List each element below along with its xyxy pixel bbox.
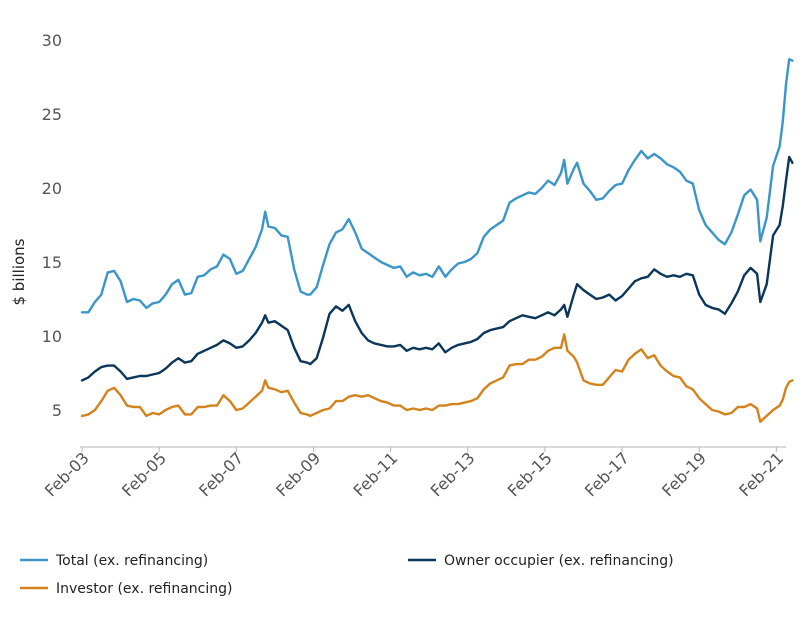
series-line-1 — [80, 155, 794, 382]
series-line-2 — [80, 333, 794, 423]
y-tick-label: 15 — [42, 253, 62, 272]
x-tick-label: Feb-13 — [427, 448, 479, 500]
legend-label: Owner occupier (ex. refinancing) — [444, 553, 674, 569]
x-axis-ticks: Feb-03 Feb-05 Feb-07 Feb-09 Feb-11 Feb-13 Feb-… — [41, 447, 787, 500]
y-tick-label: 20 — [42, 179, 62, 198]
legend-label: Investor (ex. refinancing) — [56, 581, 232, 597]
series-lines — [80, 58, 794, 423]
x-tick-label: Feb-03 — [41, 448, 93, 500]
x-tick-label: Feb-21 — [735, 448, 787, 500]
x-tick-label: Feb-15 — [504, 448, 556, 500]
x-tick-label: Feb-05 — [118, 448, 170, 500]
x-tick-label: Feb-11 — [349, 448, 401, 500]
y-tick-label: 10 — [42, 327, 62, 346]
series-line-0 — [80, 58, 794, 314]
legend-label: Total (ex. refinancing) — [55, 553, 208, 569]
y-tick-label: 30 — [42, 31, 62, 50]
x-tick-label: Feb-17 — [581, 448, 633, 500]
legend: Total (ex. refinancing) Owner occupier (e… — [20, 553, 674, 597]
x-tick-label: Feb-07 — [195, 448, 247, 500]
x-tick-label: Feb-19 — [658, 448, 710, 500]
y-tick-label: 25 — [42, 105, 62, 124]
y-axis-ticks: 5 10 15 20 25 30 — [42, 31, 62, 420]
y-tick-label: 5 — [52, 401, 62, 420]
x-tick-label: Feb-09 — [272, 448, 324, 500]
y-axis-title: $ billions — [10, 238, 28, 305]
